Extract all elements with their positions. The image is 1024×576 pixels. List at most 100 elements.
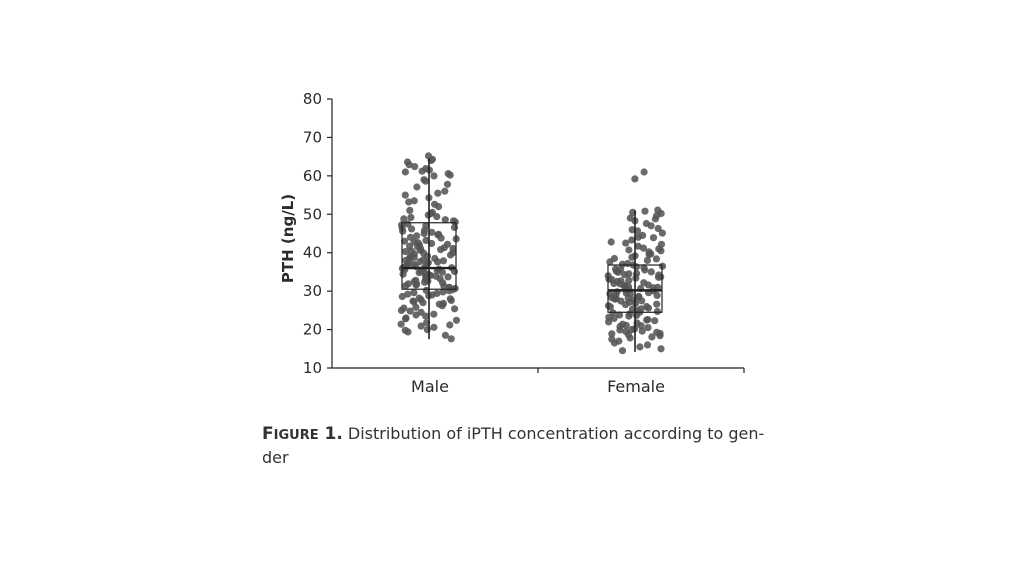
- y-tick-label: 30: [303, 282, 322, 300]
- data-point: [401, 237, 409, 245]
- data-point: [655, 271, 663, 279]
- data-point: [634, 233, 642, 241]
- data-point: [624, 294, 632, 302]
- data-point: [651, 317, 659, 325]
- y-tick-label: 70: [303, 128, 322, 146]
- caption-label: FIGURE 1.: [262, 424, 343, 444]
- data-point: [438, 268, 446, 276]
- data-point: [449, 244, 457, 253]
- data-point: [413, 280, 421, 288]
- data-point: [643, 316, 651, 324]
- data-point: [414, 239, 422, 247]
- data-point: [402, 282, 410, 290]
- data-point: [398, 292, 406, 301]
- y-axis-title: PTH (ng/L): [279, 194, 297, 283]
- data-point: [419, 299, 427, 307]
- data-point: [451, 218, 459, 226]
- data-point: [610, 254, 619, 263]
- data-point: [416, 258, 424, 266]
- data-point: [412, 311, 420, 319]
- data-point: [632, 263, 641, 271]
- data-point: [441, 216, 449, 224]
- box-iqr: [401, 222, 457, 290]
- data-point: [439, 257, 448, 265]
- data-point: [404, 290, 412, 298]
- axis-labels: 10 20 30 40 50 60 70 80 Male Female PTH (ng/L): [279, 90, 665, 396]
- data-point: [421, 278, 429, 286]
- data-point: [658, 229, 667, 237]
- data-point: [644, 324, 652, 332]
- data-point: [402, 315, 410, 323]
- data-point: [410, 298, 418, 306]
- data-point: [446, 321, 454, 329]
- data-point: [648, 333, 656, 341]
- data-point: [401, 191, 409, 199]
- data-point: [622, 321, 630, 329]
- data-point: [625, 312, 633, 320]
- data-point: [610, 339, 619, 347]
- data-point: [399, 227, 407, 235]
- caption-text-line2: der: [262, 448, 289, 467]
- data-point: [422, 286, 430, 294]
- data-point: [443, 180, 452, 188]
- data-point: [446, 251, 455, 259]
- data-point: [434, 189, 442, 197]
- data-point: [406, 206, 414, 214]
- data-point: [452, 316, 461, 324]
- data-point: [422, 236, 430, 244]
- data-point: [632, 311, 641, 319]
- data-point: [640, 168, 648, 176]
- data-point: [430, 323, 438, 331]
- caption-label-number: 1.: [324, 424, 343, 444]
- data-point: [643, 256, 652, 264]
- caption-label-rest: IGURE: [273, 428, 319, 443]
- y-tick-label: 80: [303, 90, 322, 108]
- y-tick-label: 20: [303, 321, 322, 339]
- data-point: [428, 228, 436, 236]
- data-point: [651, 215, 660, 223]
- data-point: [635, 293, 643, 301]
- data-point: [653, 291, 661, 299]
- data-point: [441, 187, 449, 195]
- data-point: [437, 234, 445, 242]
- data-point: [643, 302, 651, 311]
- data-point: [610, 314, 618, 322]
- data-point: [422, 177, 430, 185]
- data-point: [408, 225, 416, 233]
- data-point: [430, 310, 438, 318]
- data-point: [625, 246, 633, 254]
- data-point: [643, 341, 652, 349]
- data-point: [407, 213, 415, 221]
- y-tick-label: 60: [303, 167, 322, 185]
- data-point: [617, 265, 625, 273]
- data-point: [639, 244, 648, 252]
- data-point: [423, 326, 431, 334]
- data-point: [444, 273, 452, 281]
- data-point: [611, 295, 619, 303]
- data-point: [404, 220, 412, 228]
- data-point: [439, 299, 447, 307]
- x-tick-label: Male: [411, 377, 449, 396]
- data-point: [432, 272, 440, 280]
- caption-label-first: F: [262, 424, 274, 444]
- caption-text: Distribution of iPTH concentration accor…: [347, 424, 765, 443]
- data-point: [622, 327, 630, 336]
- data-point: [653, 307, 662, 316]
- data-point: [626, 334, 634, 342]
- data-point: [641, 207, 649, 215]
- data-point: [647, 268, 655, 276]
- data-point: [405, 198, 413, 206]
- data-point: [405, 161, 413, 169]
- data-point: [625, 270, 633, 278]
- data-point: [654, 224, 662, 233]
- data-point: [637, 305, 645, 313]
- data-point: [628, 253, 636, 261]
- data-point: [443, 240, 452, 248]
- data-point: [397, 320, 405, 328]
- y-tick-label: 50: [303, 205, 322, 223]
- jitter-points: [397, 152, 667, 355]
- data-point: [434, 258, 442, 266]
- data-point: [446, 284, 454, 292]
- data-point: [437, 246, 445, 254]
